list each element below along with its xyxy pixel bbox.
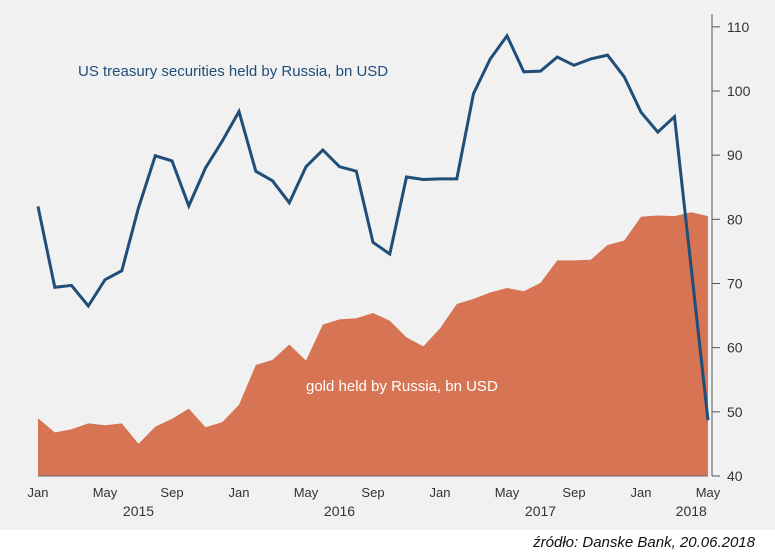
x-tick-label: Jan	[229, 485, 250, 500]
source-caption: źródło: Danske Bank, 20.06.2018	[533, 534, 755, 551]
x-axis: Jan May Sep Jan May Sep Jan May Sep Jan May 2015 201…	[28, 475, 721, 519]
x-tick-label: Sep	[361, 485, 384, 500]
y-tick-label: 80	[727, 211, 743, 227]
treasury-line	[36, 32, 710, 421]
x-year-label: 2017	[525, 503, 556, 519]
y-tick-label: 50	[727, 404, 743, 420]
gold-area-layer	[38, 212, 708, 477]
gold-area	[38, 212, 708, 477]
y-tick-label: 90	[727, 147, 743, 163]
x-tick-label: May	[93, 485, 118, 500]
y-tick-label: 40	[727, 468, 743, 484]
gold-series-label: gold held by Russia, bn USD	[306, 378, 498, 395]
x-tick-label: May	[294, 485, 319, 500]
y-tick-label: 60	[727, 340, 743, 356]
x-tick-label: Sep	[160, 485, 183, 500]
x-tick-label: May	[696, 485, 721, 500]
y-tick-label: 100	[727, 83, 751, 99]
series-labels: US treasury securities held by Russia, b…	[78, 63, 498, 395]
x-tick-label: Jan	[28, 485, 49, 500]
x-tick-label: Jan	[430, 485, 451, 500]
treasury-series-label: US treasury securities held by Russia, b…	[78, 63, 388, 80]
x-tick-label: Sep	[562, 485, 585, 500]
x-year-label: 2016	[324, 503, 355, 519]
x-year-label: 2015	[123, 503, 154, 519]
x-tick-label: May	[495, 485, 520, 500]
treasury-line-layer	[36, 32, 710, 421]
y-tick-label: 70	[727, 276, 743, 292]
y-tick-label: 110	[727, 19, 750, 35]
chart-panel: 40 50 60 70 80 90 100 110 Jan May Sep Jan May Sep Jan…	[0, 0, 775, 530]
y-axis: 40 50 60 70 80 90 100 110	[711, 14, 751, 484]
x-tick-label: Jan	[631, 485, 652, 500]
x-year-label: 2018	[676, 503, 707, 519]
